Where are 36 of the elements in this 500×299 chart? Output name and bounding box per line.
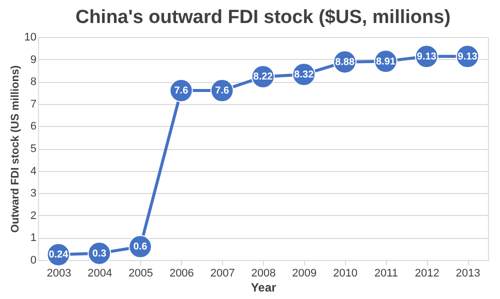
x-tick-label: 2006 [169, 268, 194, 280]
y-tick-label: 0 [30, 254, 36, 266]
y-tick-label: 6 [30, 120, 36, 133]
y-tick-label: 1 [30, 232, 36, 244]
x-tick-label: 2004 [88, 268, 112, 280]
y-tick-label: 5 [30, 143, 36, 155]
y-tick-label: 8 [30, 76, 36, 88]
x-axis-title: Year [250, 280, 277, 294]
data-label: 7.6 [174, 86, 189, 97]
y-tick-label: 3 [30, 188, 36, 200]
data-label: 0.6 [133, 242, 148, 253]
y-tick-label: 9 [30, 54, 36, 66]
x-tick-label: 2009 [292, 268, 317, 280]
data-label: 7.6 [215, 86, 230, 97]
y-tick-label: 10 [24, 32, 36, 44]
chart-title: China's outward FDI stock ($US, millions) [75, 7, 451, 28]
x-tick-label: 2013 [456, 268, 480, 280]
x-tick-label: 2007 [210, 268, 235, 280]
x-tick-label: 2012 [414, 268, 440, 280]
x-tick-label: 2010 [333, 268, 358, 280]
x-tick-label: 2011 [374, 268, 398, 280]
y-tick-label: 2 [30, 210, 36, 222]
y-tick-label: 7 [30, 98, 36, 110]
data-label: 8.88 [335, 56, 355, 68]
x-tick-label: 2008 [251, 268, 276, 280]
data-label: 8.32 [294, 69, 314, 80]
data-label: 9.13 [458, 51, 478, 62]
x-tick-label: 2003 [46, 268, 72, 280]
data-label: 8.22 [253, 72, 274, 83]
data-label: 0.24 [48, 250, 69, 261]
data-label: 9.13 [416, 51, 437, 62]
y-axis-title: Outward FDI stock (US millions) [9, 64, 22, 233]
data-label: 0.3 [92, 248, 107, 260]
y-tick-label: 4 [30, 165, 36, 178]
x-tick-label: 2005 [128, 268, 154, 280]
data-label: 8.91 [376, 56, 396, 68]
